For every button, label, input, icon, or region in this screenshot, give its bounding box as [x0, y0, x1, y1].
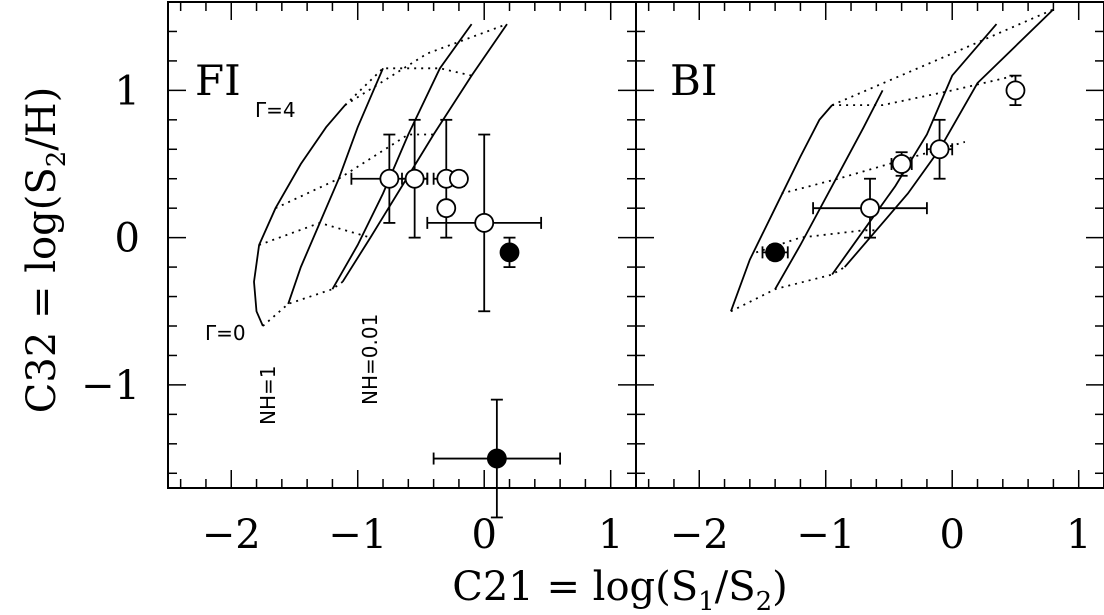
nh-curve [331, 23, 473, 290]
x-tick-label: 1 [1066, 512, 1091, 558]
open-point [379, 168, 400, 189]
nh-curve [287, 67, 384, 305]
y-tick-label: −1 [81, 363, 140, 409]
open-point [1005, 80, 1026, 101]
y-tick-label: 0 [115, 216, 140, 262]
open-point [436, 198, 457, 219]
panel-fi: −2 −1 0 1 −1 0 1 [81, 1, 637, 558]
gamma-curve [831, 8, 1054, 106]
open-point [404, 168, 425, 189]
open-point [891, 154, 912, 174]
nh-left-label: NH=1 [256, 366, 280, 425]
x-tick-label: 0 [471, 512, 496, 558]
y-axis-title: C32 = log(S2/H) [19, 87, 72, 413]
gamma-curve [258, 221, 371, 246]
nh-curve [831, 23, 998, 276]
gamma-top-label: Γ=4 [255, 98, 296, 122]
gamma-curve [344, 67, 472, 106]
open-point [474, 213, 495, 233]
gamma-bottom-label: Γ=0 [205, 321, 246, 345]
nh-curve [844, 8, 1055, 268]
gamma-curve [262, 281, 344, 327]
filled-point [499, 242, 520, 263]
open-point [860, 198, 880, 219]
panel-bi: −2 −1 0 1 [635, 1, 1104, 558]
gamma-curve [781, 141, 966, 195]
gamma-curve [730, 266, 846, 313]
nh-curve [730, 104, 833, 312]
gamma-curve [832, 74, 1016, 106]
label-fi: FI Γ=4 Γ=0 NH=1 NH=0.01 [195, 56, 382, 425]
gamma-curve [755, 229, 877, 254]
nh-curve [341, 23, 508, 283]
x-axis-title: C21 = log(S1/S2) [452, 564, 788, 615]
y-tick-label: 1 [115, 68, 140, 114]
filled-point [486, 448, 507, 469]
x-tick-label: −2 [202, 512, 261, 558]
nh-curve [253, 104, 346, 327]
x-tick-label: −1 [796, 512, 855, 558]
open-point [449, 168, 469, 189]
x-tick-label: −2 [670, 512, 729, 558]
plot-frame [635, 1, 1104, 489]
nh-right-label: NH=0.01 [358, 314, 382, 405]
x-tick-label: 1 [598, 512, 623, 558]
nh-curve [774, 89, 884, 290]
x-tick-label: 0 [939, 512, 964, 558]
gamma-curve [344, 23, 508, 106]
open-point [929, 139, 950, 160]
x-tick-label: −1 [328, 512, 387, 558]
panel-label-bi: BI [670, 56, 717, 105]
filled-point [765, 242, 786, 263]
panel-label-fi: FI [195, 56, 241, 105]
